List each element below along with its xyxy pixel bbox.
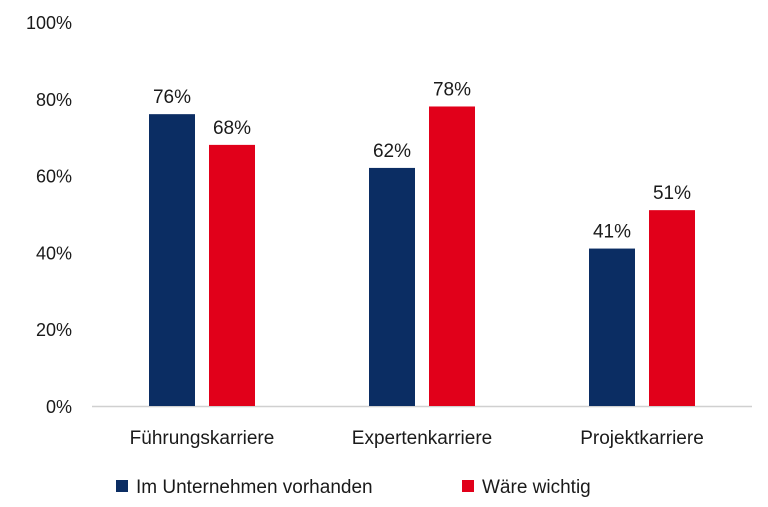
legend-swatch <box>116 480 128 492</box>
bar-wichtig <box>209 144 255 406</box>
x-category-label: Führungskarriere <box>130 428 275 449</box>
bar-wichtig <box>649 210 695 406</box>
data-label: 68% <box>213 118 251 139</box>
x-category-label: Expertenkarriere <box>352 428 492 449</box>
legend-swatch <box>462 480 474 492</box>
bar-vorhanden <box>589 248 635 406</box>
data-label: 51% <box>653 183 691 204</box>
legend-label: Wäre wichtig <box>482 477 591 498</box>
y-tick-label: 80% <box>36 90 72 110</box>
bar-vorhanden <box>149 114 195 406</box>
x-category-label: Projektkarriere <box>580 428 704 449</box>
data-label: 62% <box>373 141 411 162</box>
bar-vorhanden <box>369 167 415 406</box>
y-tick-label: 60% <box>36 167 72 187</box>
y-tick-label: 100% <box>26 13 72 33</box>
y-tick-label: 40% <box>36 243 72 263</box>
data-label: 76% <box>153 87 191 108</box>
y-tick-label: 0% <box>46 397 72 417</box>
data-label: 78% <box>433 79 471 100</box>
bar-wichtig <box>429 106 475 406</box>
y-tick-label: 20% <box>36 320 72 340</box>
legend-label: Im Unternehmen vorhanden <box>136 477 373 498</box>
data-label: 41% <box>593 222 631 243</box>
